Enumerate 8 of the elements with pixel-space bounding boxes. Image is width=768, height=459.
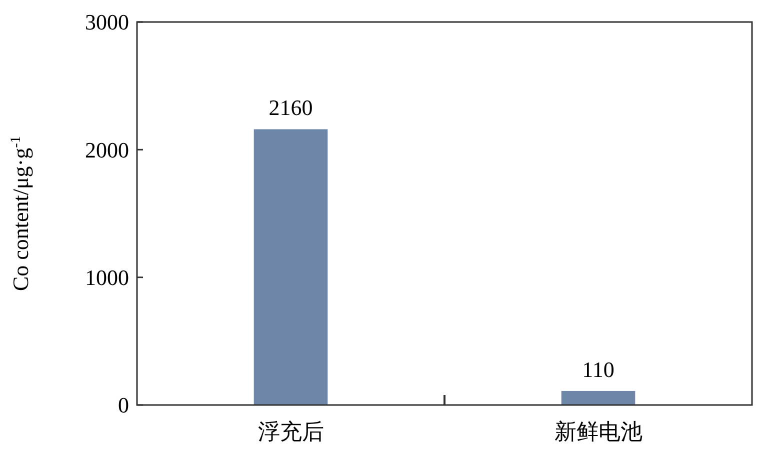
y-tick-label: 1000 bbox=[85, 265, 129, 290]
x-tick-label: 浮充后 bbox=[258, 419, 324, 444]
y-tick-label: 2000 bbox=[85, 137, 129, 162]
y-tick-label: 0 bbox=[118, 392, 129, 418]
data-label: 110 bbox=[582, 356, 614, 382]
y-tick-label: 3000 bbox=[85, 10, 129, 35]
x-tick-label: 新鲜电池 bbox=[554, 419, 642, 444]
data-label: 2160 bbox=[268, 95, 313, 120]
